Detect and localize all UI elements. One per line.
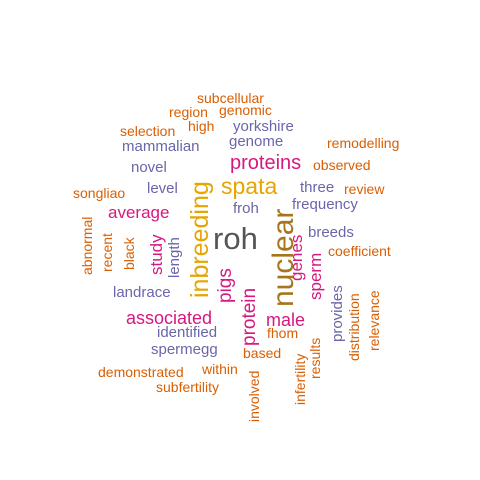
word-subcellular: subcellular <box>197 90 264 106</box>
word-average: average <box>108 203 170 222</box>
word-infertility: infertility <box>292 353 308 405</box>
word-level: level <box>147 180 178 197</box>
word-identified: identified <box>157 324 218 341</box>
word-roh: roh <box>213 221 258 256</box>
word-frequency: frequency <box>292 196 358 213</box>
word-mammalian: mammalian <box>122 138 200 155</box>
word-proteins: proteins <box>230 152 302 174</box>
word-abnormal: abnormal <box>79 216 95 275</box>
word-pigs: pigs <box>215 268 236 303</box>
word-distribution: distribution <box>346 293 362 361</box>
word-froh: froh <box>233 200 259 217</box>
word-sperm: sperm <box>306 252 325 300</box>
word-spermegg: spermegg <box>151 341 218 358</box>
word-length: length <box>166 237 183 278</box>
word-inbreeding: inbreeding <box>186 181 214 298</box>
word-relevance: relevance <box>366 290 382 351</box>
word-recent: recent <box>99 233 115 272</box>
word-male: male <box>266 310 306 330</box>
word-provides: provides <box>329 285 346 342</box>
word-genes: genes <box>287 234 306 281</box>
word-fhom: fhom <box>267 325 299 341</box>
word-songliao: songliao <box>73 185 126 201</box>
word-black: black <box>121 237 137 270</box>
word-genome: genome <box>229 133 284 150</box>
word-within: within <box>202 361 238 377</box>
word-review: review <box>344 181 385 197</box>
word-novel: novel <box>131 159 167 176</box>
word-subfertility: subfertility <box>156 379 220 395</box>
word-protein: protein <box>239 287 260 346</box>
word-yorkshire: yorkshire <box>233 118 294 135</box>
word-breeds: breeds <box>308 224 354 241</box>
word-spata: spata <box>221 173 278 199</box>
word-involved: involved <box>246 370 262 422</box>
word-coefficient: coefficient <box>328 243 391 259</box>
word-remodelling: remodelling <box>327 135 400 151</box>
word-region: region <box>169 104 208 120</box>
word-landrace: landrace <box>113 284 171 301</box>
word-observed: observed <box>313 157 371 173</box>
word-associated: associated <box>126 308 213 328</box>
word-based: based <box>243 345 282 361</box>
word-high: high <box>188 118 215 134</box>
word-demonstrated: demonstrated <box>98 364 184 380</box>
word-selection: selection <box>120 123 176 139</box>
word-three: three <box>300 179 335 196</box>
word-results: results <box>307 337 323 379</box>
word-study: study <box>147 234 166 275</box>
word-genomic: genomic <box>219 102 272 118</box>
